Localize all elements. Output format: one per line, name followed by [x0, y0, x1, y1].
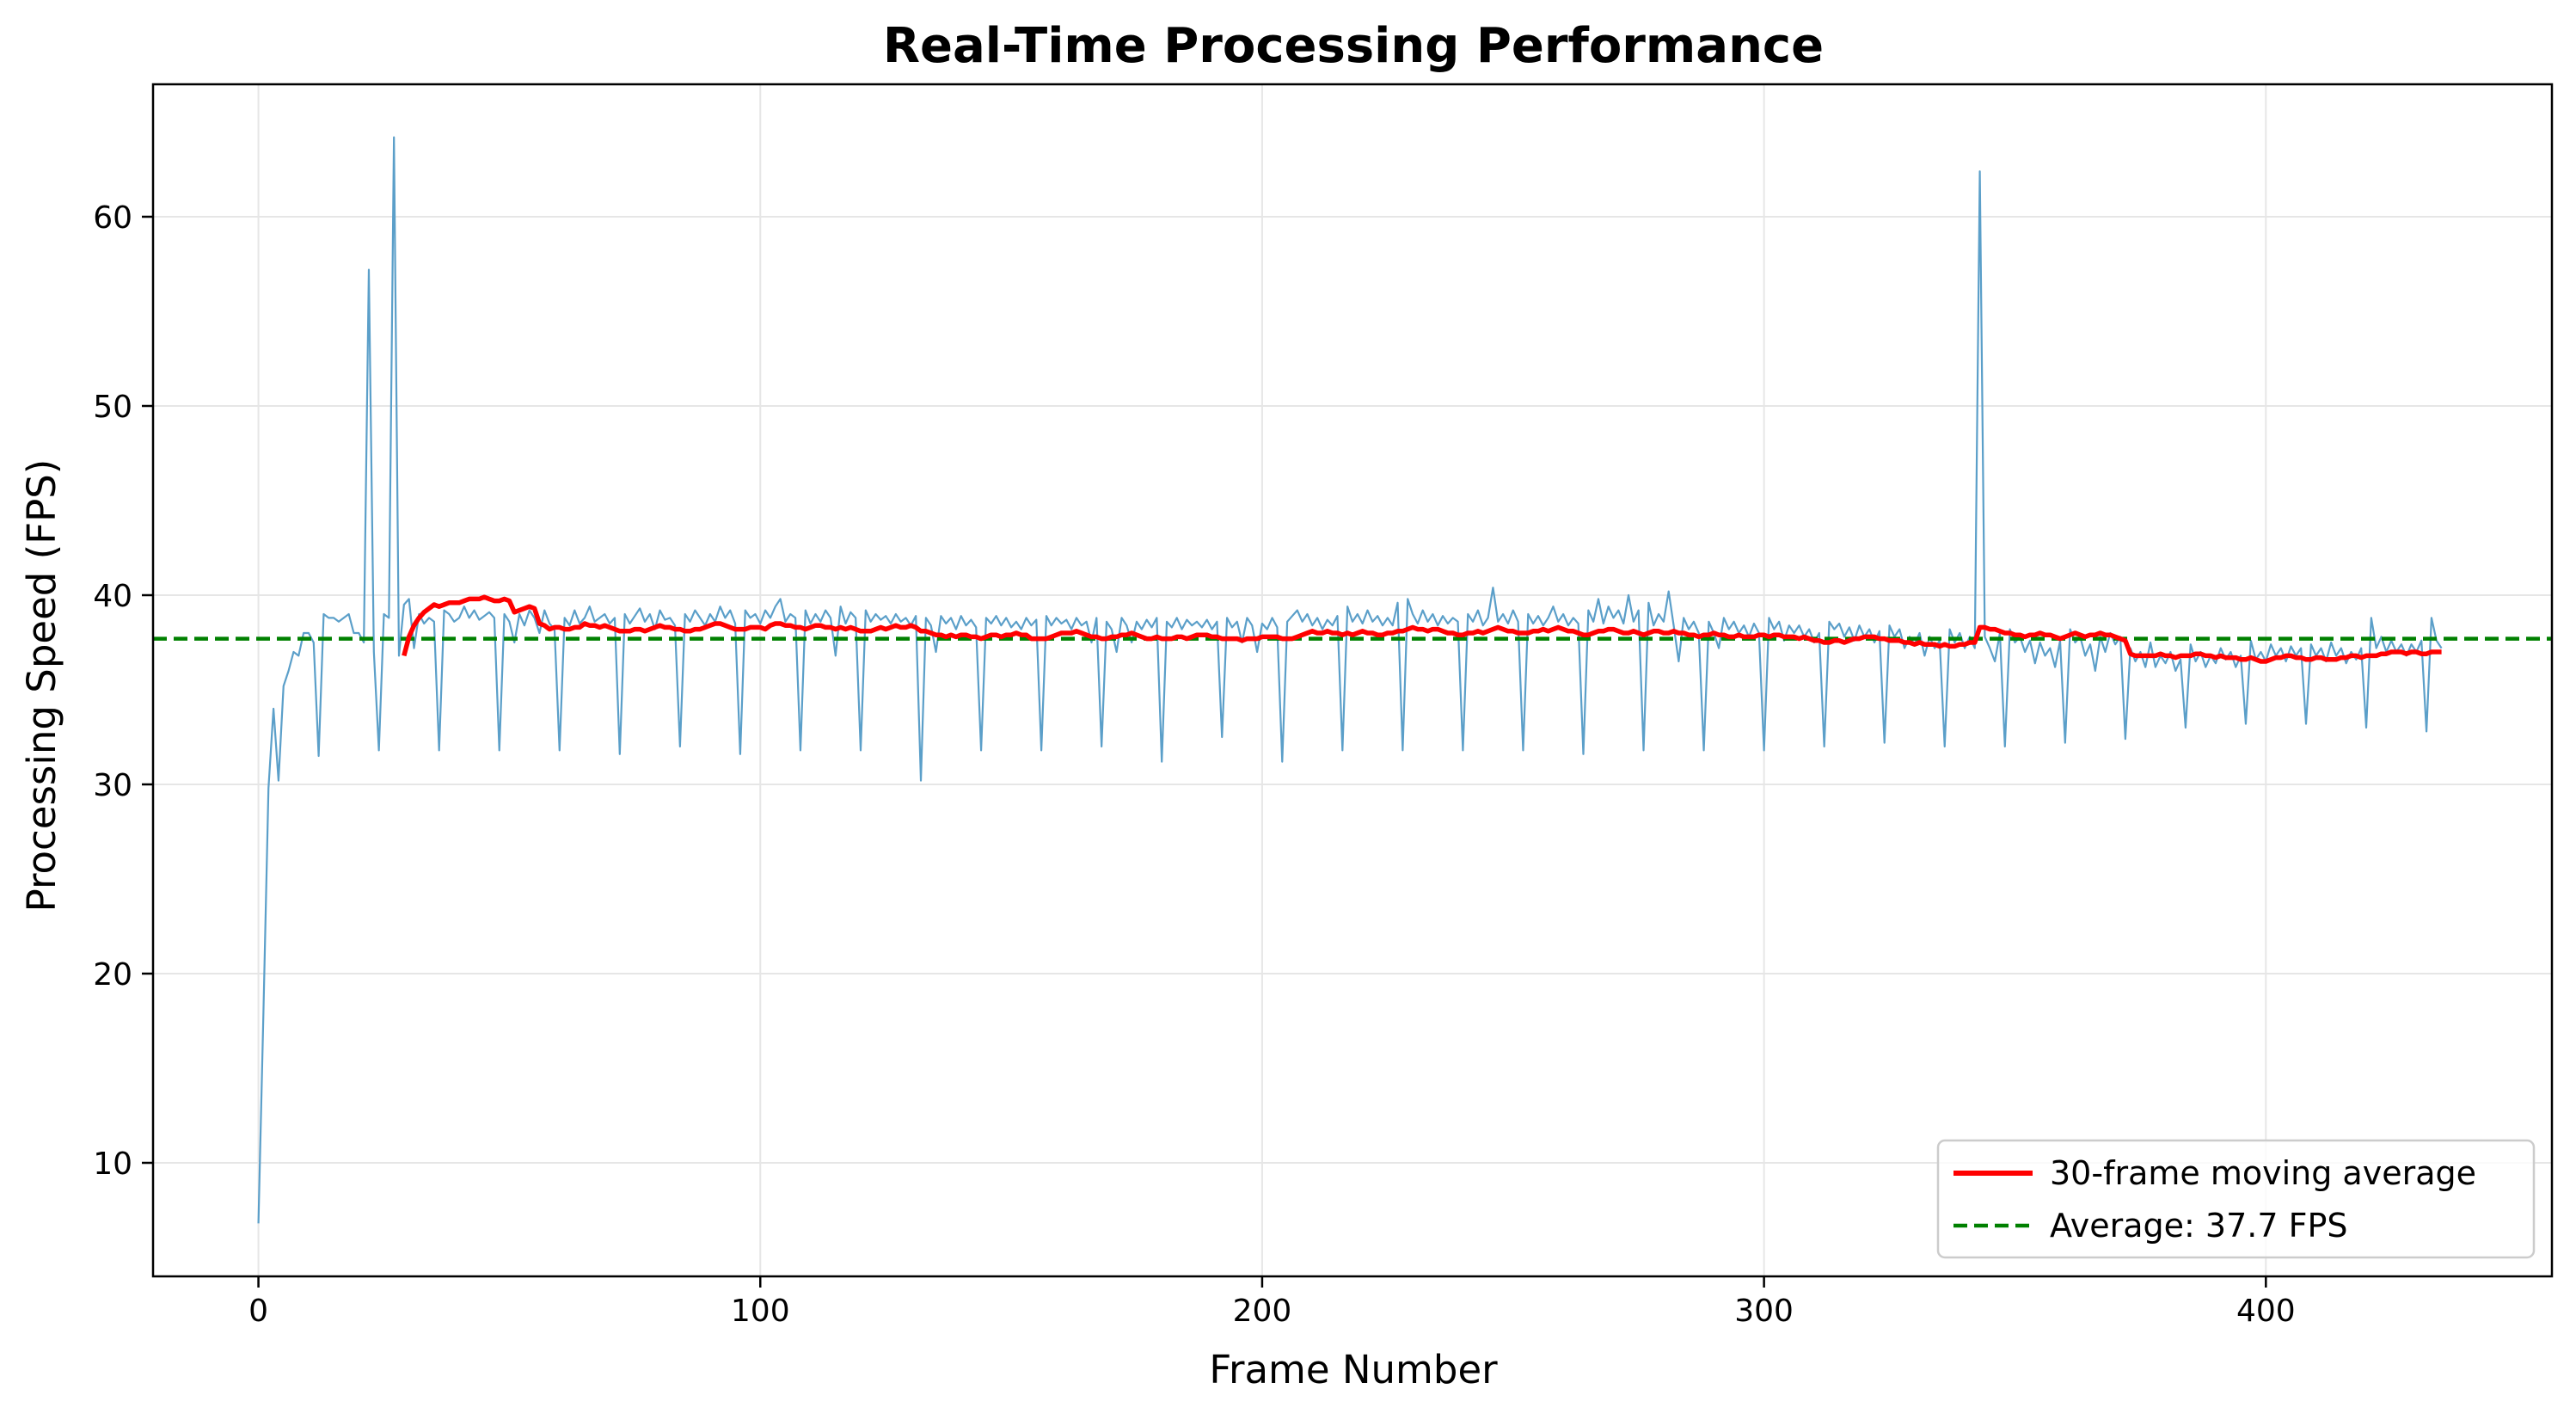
axes-frame	[151, 83, 2554, 1278]
x-tick-label: 100	[731, 1294, 790, 1329]
y-tick-label: 30	[93, 768, 132, 803]
y-tick-label: 60	[93, 200, 132, 236]
legend-box	[1936, 1139, 2536, 1259]
x-tick-label: 400	[2236, 1294, 2296, 1329]
x-axis-label: Frame Number	[1209, 1347, 1498, 1392]
chart-title: Real-Time Processing Performance	[883, 18, 1824, 74]
y-axis-label: Processing Speed (FPS)	[19, 459, 64, 913]
x-tick-label: 0	[248, 1294, 268, 1329]
legend-label-moving-average: 30-frame moving average	[2050, 1154, 2476, 1192]
series-line-moving-average	[402, 594, 2442, 664]
legend-label-average: Average: 37.7 FPS	[2050, 1207, 2348, 1245]
x-tick-label: 200	[1233, 1294, 1292, 1329]
y-tick-label: 20	[93, 957, 132, 993]
y-tick-label: 40	[93, 579, 132, 614]
y-tick-label: 50	[93, 390, 132, 425]
plot-area	[153, 136, 2552, 1224]
axis-ticks: 0 100 200 300 400 10 20 30 40 50 60	[93, 200, 2295, 1329]
legend: 30-frame moving average Average: 37.7 FP…	[1936, 1139, 2536, 1259]
x-tick-label: 300	[1734, 1294, 1794, 1329]
grid	[153, 84, 2552, 1276]
y-tick-label: 10	[93, 1146, 132, 1182]
